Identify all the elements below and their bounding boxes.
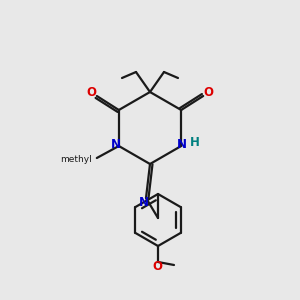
- Text: N: N: [139, 196, 149, 208]
- Text: N: N: [177, 137, 187, 151]
- Text: O: O: [87, 86, 97, 100]
- Text: O: O: [203, 86, 213, 100]
- Text: methyl: methyl: [60, 154, 92, 164]
- Text: O: O: [152, 260, 162, 274]
- Text: H: H: [190, 136, 200, 148]
- Text: N: N: [111, 139, 121, 152]
